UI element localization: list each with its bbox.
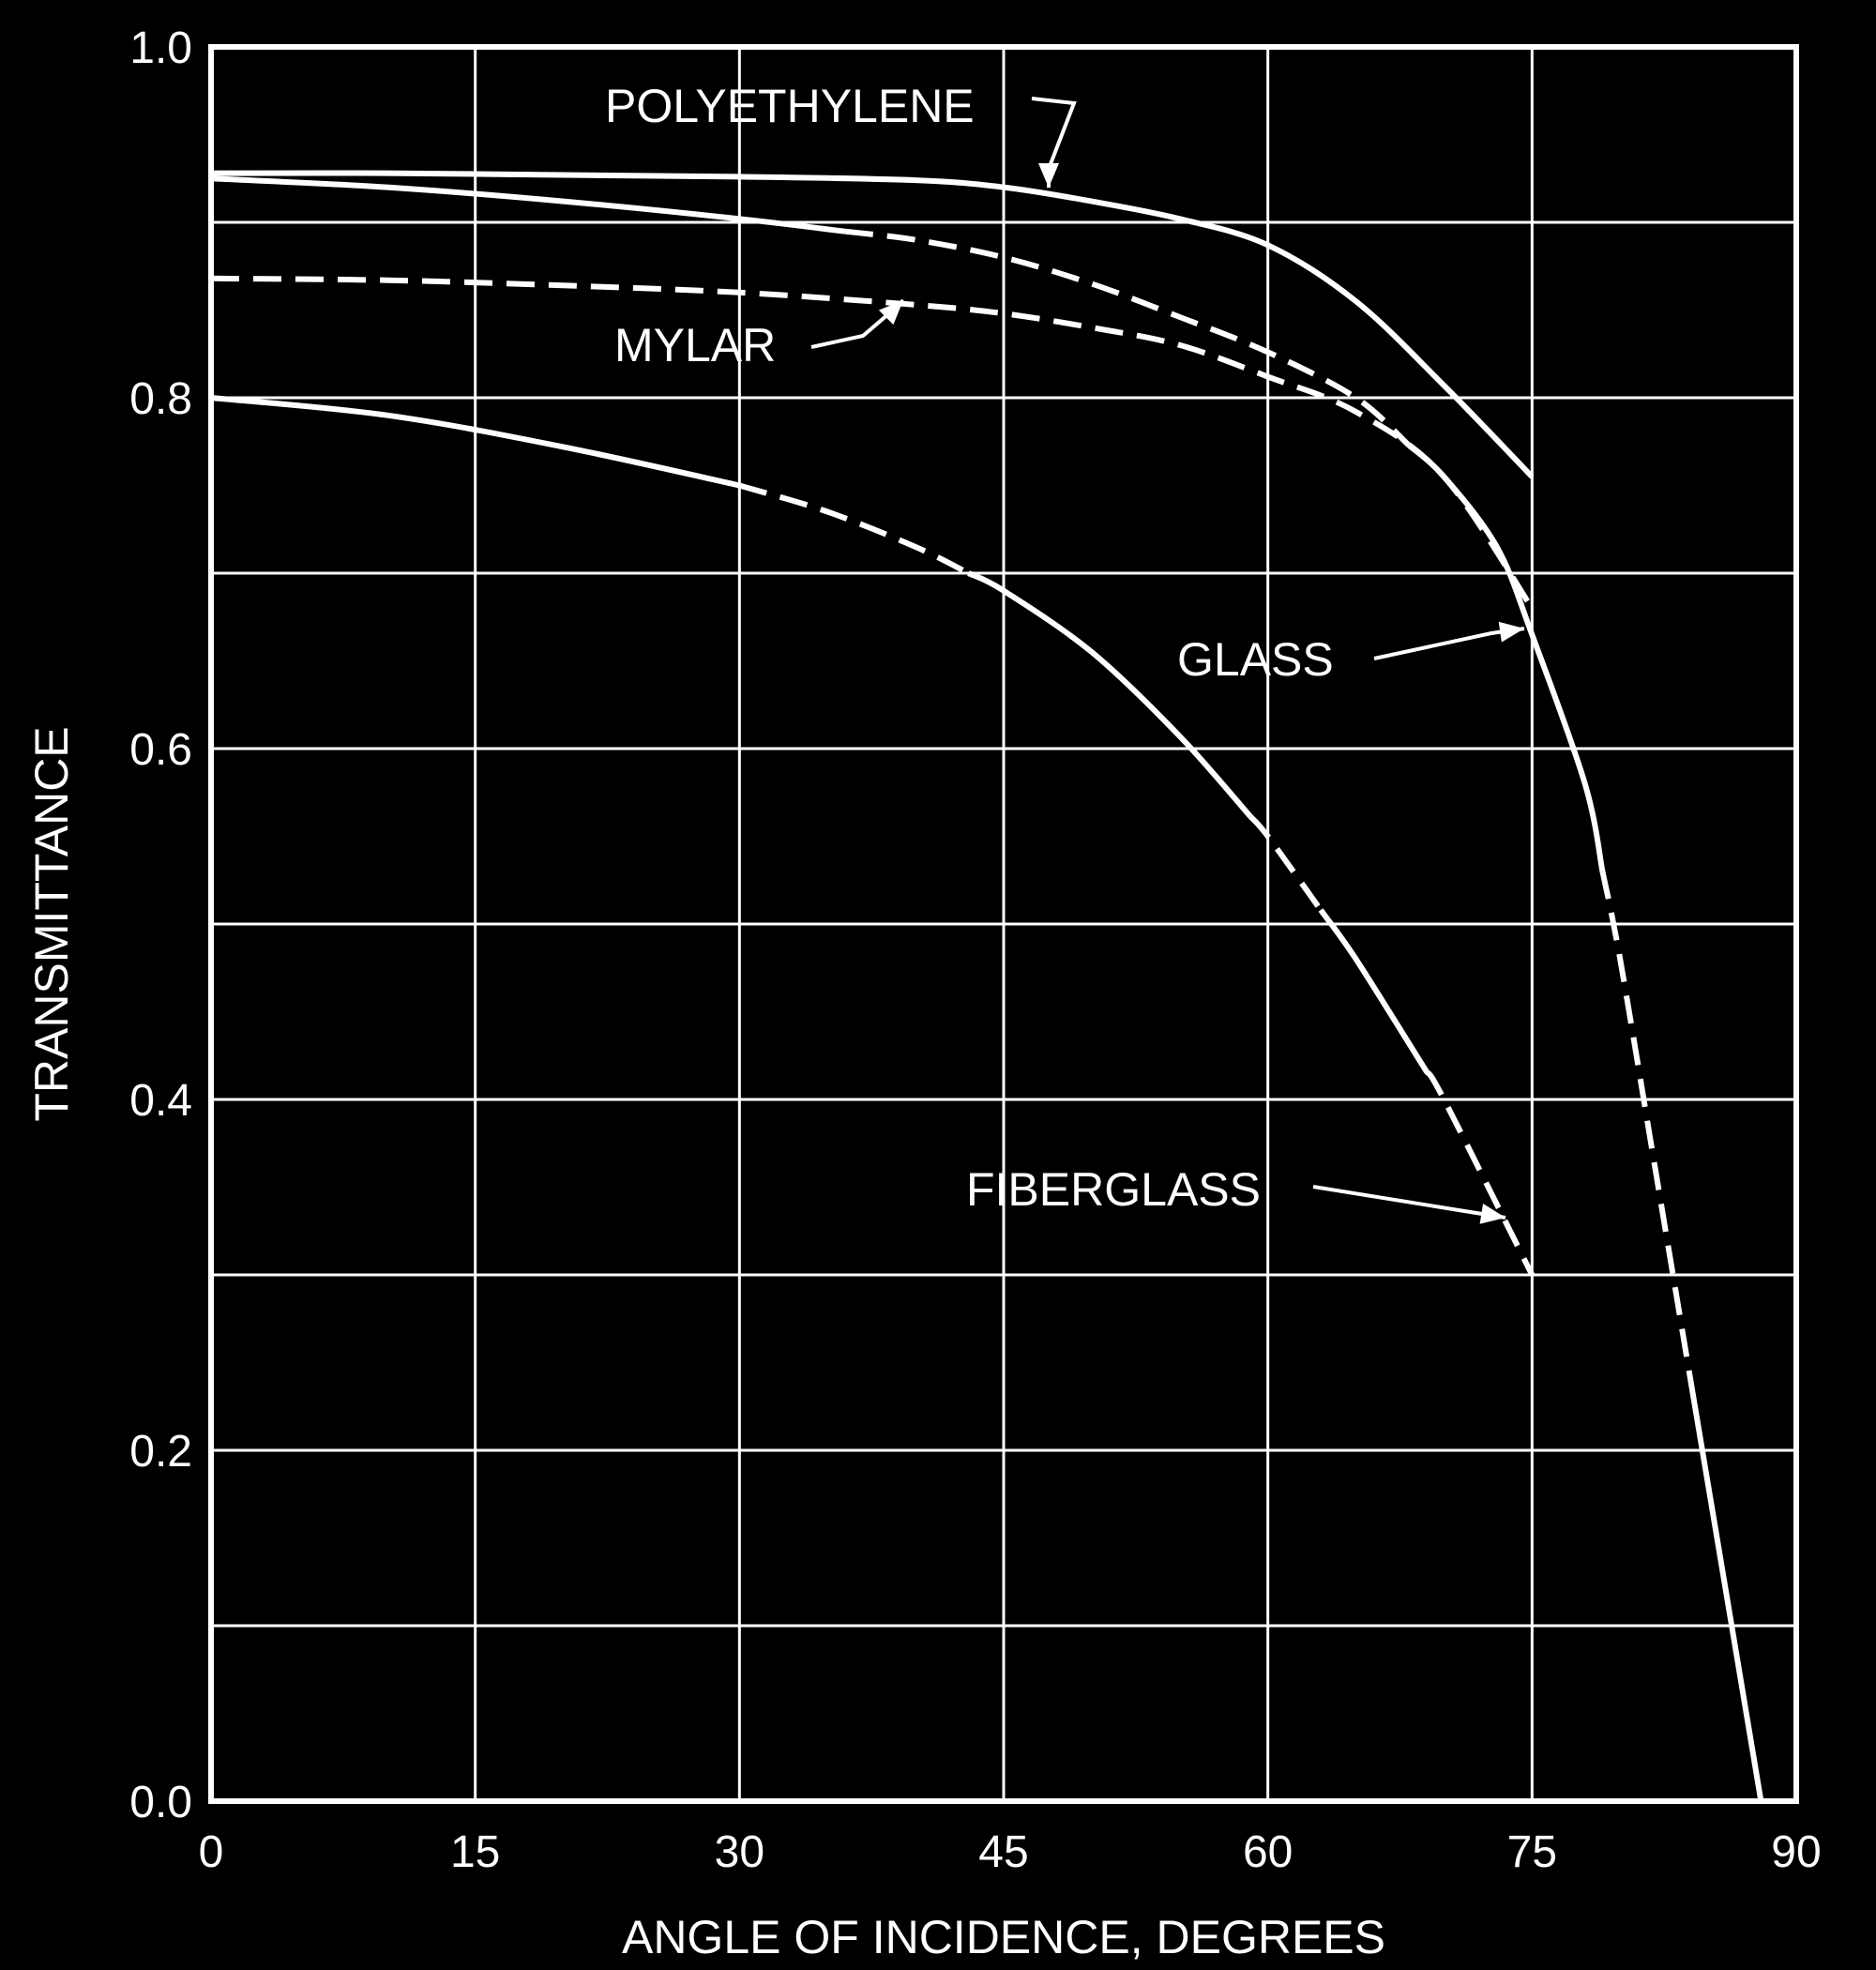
series-line-fiberglass: [967, 570, 1253, 819]
x-tick-label: 15: [450, 1827, 500, 1877]
series-line-glass: [210, 175, 846, 235]
series-line-fiberglass: [210, 395, 740, 489]
y-tick-label: 0.8: [129, 374, 192, 424]
x-tick-label: 75: [1507, 1827, 1557, 1877]
x-tick-label: 0: [199, 1827, 224, 1877]
grid-lines: [209, 45, 1798, 1803]
y-axis-label: TRANSMITTANCE: [25, 726, 78, 1121]
series-line-glass: [1406, 443, 1606, 872]
series-layer: [210, 170, 1764, 1802]
x-tick-label: 60: [1243, 1827, 1293, 1877]
series-mylar: [210, 275, 1535, 611]
series-line-fiberglass: [1318, 908, 1430, 1073]
x-tick-label: 45: [978, 1827, 1028, 1877]
y-tick-label: 0.2: [129, 1427, 192, 1477]
series-line-glass: [844, 228, 1411, 447]
plot-frame: [208, 44, 1799, 1804]
series-line-mylar: [210, 275, 1535, 611]
series-polyethylene: [210, 170, 1535, 479]
arrowhead-mylar: [878, 300, 903, 326]
annotation-fiberglass: FIBERGLASS: [966, 1163, 1261, 1216]
y-tick-labels: 0.0 0.2 0.4 0.6 0.8 1.0: [129, 23, 192, 1827]
y-tick-label: 0.6: [129, 725, 192, 775]
x-tick-label: 90: [1771, 1827, 1821, 1877]
arrowhead-glass: [1498, 621, 1524, 643]
annotation-mylar: MYLAR: [614, 319, 776, 371]
x-axis-label: ANGLE OF INCIDENCE, DEGREES: [622, 1911, 1385, 1963]
x-tick-labels: 0 15 30 45 60 75 90: [199, 1827, 1822, 1877]
series-line-fiberglass: [1424, 1069, 1535, 1277]
y-tick-label: 0.0: [129, 1778, 192, 1827]
series-line-glass: [1599, 871, 1694, 1381]
x-tick-label: 30: [715, 1827, 764, 1877]
series-line-polyethylene: [210, 170, 1535, 479]
annotation-layer: POLYETHYLENE MYLAR GLASS FIBERGLASS: [605, 80, 1525, 1224]
arrowhead-polyethylene: [1038, 163, 1059, 188]
arrowhead-fiberglass: [1479, 1204, 1505, 1224]
y-tick-label: 0.4: [129, 1076, 192, 1126]
series-fiberglass: [210, 395, 1535, 1277]
series-line-fiberglass: [1248, 814, 1324, 912]
series-line-glass: [1687, 1379, 1764, 1802]
annotation-polyethylene: POLYETHYLENE: [605, 80, 975, 132]
y-tick-label: 1.0: [129, 23, 192, 73]
series-line-fiberglass: [738, 482, 970, 576]
leader-fiberglass: [1312, 1185, 1506, 1220]
annotation-glass: GLASS: [1177, 633, 1334, 686]
